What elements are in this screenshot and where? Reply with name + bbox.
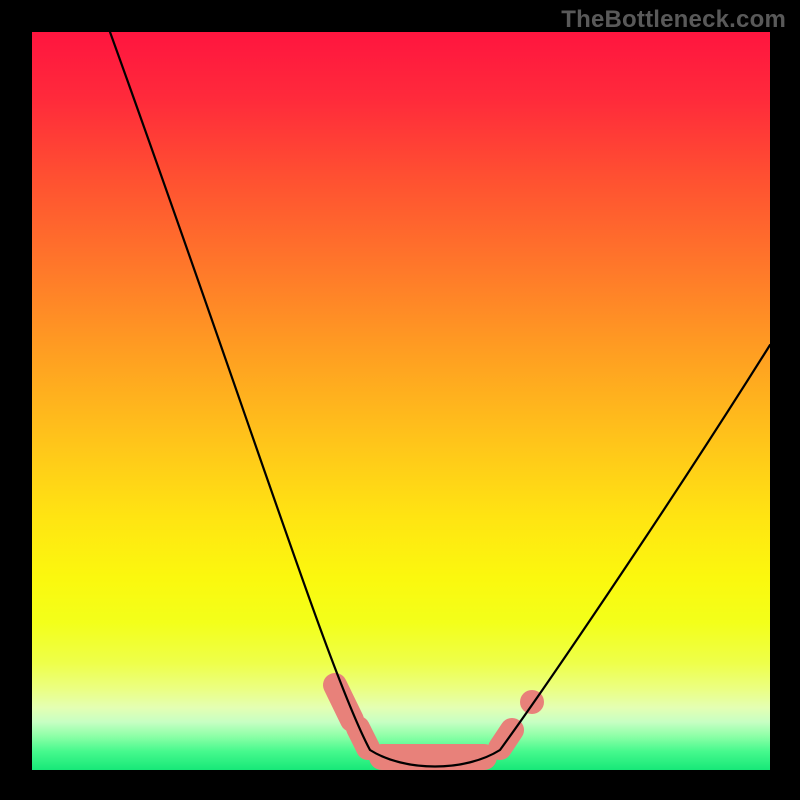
watermark-text: TheBottleneck.com (561, 6, 786, 34)
bottleneck-chart (0, 0, 800, 800)
chart-container: TheBottleneck.com (0, 0, 800, 800)
highlight-capsule (500, 730, 512, 748)
gradient-background (32, 32, 770, 770)
